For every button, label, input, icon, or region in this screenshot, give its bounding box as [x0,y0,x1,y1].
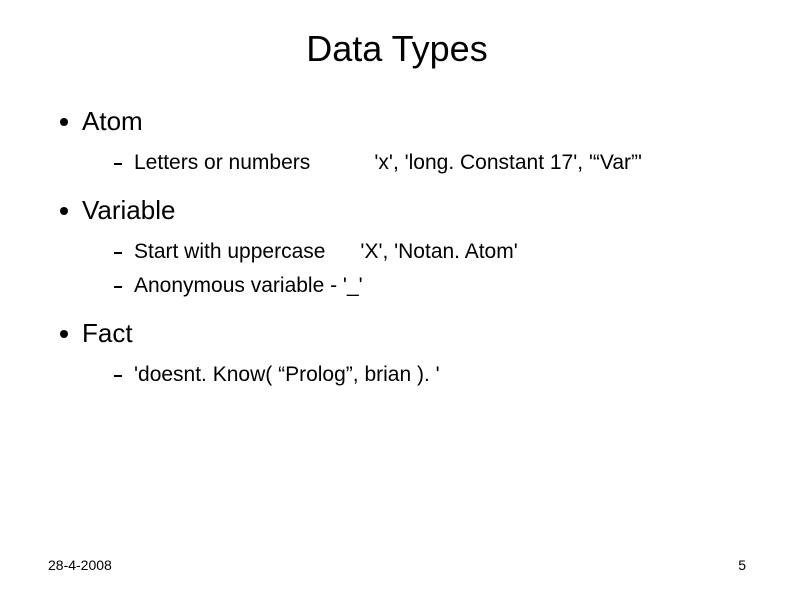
sub-item: Start with uppercase 'X', 'Notan. Atom' [114,240,746,264]
bullet-list: Atom Letters or numbers 'x', 'long. Cons… [48,106,746,387]
sub-list: 'doesnt. Know( “Prolog”, brian ). ' [60,363,746,387]
dash-icon [114,286,122,288]
sub-label: Start with uppercase 'X', 'Notan. Atom' [134,240,518,264]
bullet-label: Fact [82,318,133,349]
footer: 28-4-2008 5 [48,557,746,573]
sub-row: 'doesnt. Know( “Prolog”, brian ). ' [114,363,746,387]
dash-icon [114,375,122,377]
slide: Data Types Atom Letters or numbers 'x', … [0,0,794,595]
list-item: Variable Start with uppercase 'X', 'Nota… [60,195,746,298]
dash-icon [114,163,122,165]
bullet-icon [60,118,68,126]
bullet-row: Fact [60,318,746,349]
bullet-row: Atom [60,106,746,137]
sub-row: Letters or numbers 'x', 'long. Constant … [114,151,746,175]
bullet-label: Atom [82,106,143,137]
bullet-label: Variable [82,195,175,226]
list-item: Fact 'doesnt. Know( “Prolog”, brian ). ' [60,318,746,387]
dash-icon [114,252,122,254]
bullet-icon [60,330,68,338]
sub-label: Anonymous variable - '_' [134,274,363,298]
sub-item: Anonymous variable - '_' [114,274,746,298]
slide-title: Data Types [48,28,746,70]
sub-row: Start with uppercase 'X', 'Notan. Atom' [114,240,746,264]
sub-row: Anonymous variable - '_' [114,274,746,298]
sub-list: Start with uppercase 'X', 'Notan. Atom' … [60,240,746,298]
sub-label: 'doesnt. Know( “Prolog”, brian ). ' [134,363,440,387]
sub-list: Letters or numbers 'x', 'long. Constant … [60,151,746,175]
list-item: Atom Letters or numbers 'x', 'long. Cons… [60,106,746,175]
sub-item: 'doesnt. Know( “Prolog”, brian ). ' [114,363,746,387]
sub-item: Letters or numbers 'x', 'long. Constant … [114,151,746,175]
footer-date: 28-4-2008 [48,557,112,573]
bullet-icon [60,207,68,215]
sub-label: Letters or numbers 'x', 'long. Constant … [134,151,642,175]
bullet-row: Variable [60,195,746,226]
footer-page: 5 [738,557,746,573]
